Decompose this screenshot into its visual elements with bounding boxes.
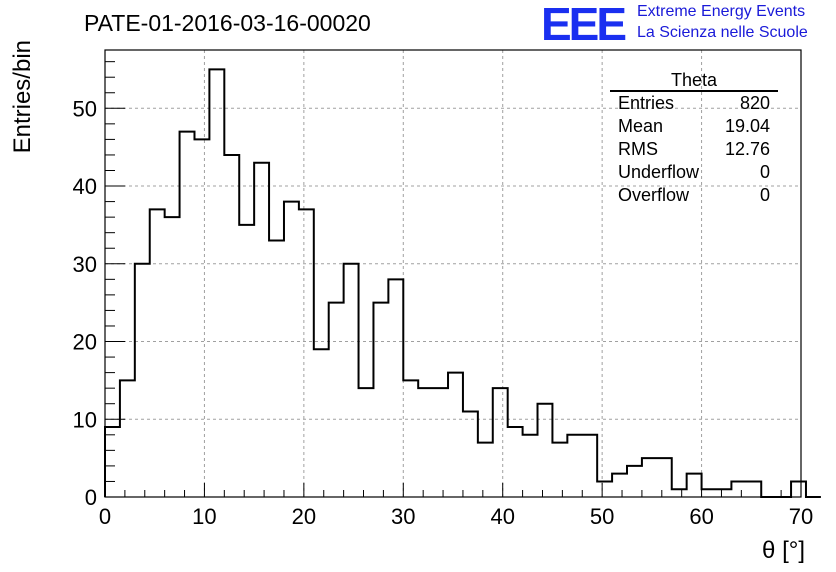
y-tick-label: 50 [73,96,97,121]
y-tick-label: 10 [73,407,97,432]
stats-label: Underflow [618,162,700,182]
y-tick-label: 40 [73,174,97,199]
stats-label: Entries [618,93,675,113]
stats-row: Entries 820 [610,92,778,115]
logo-caption-1: Extreme Energy Events [637,3,806,20]
stats-label: Overflow [618,185,690,205]
x-tick-label: 20 [292,504,316,529]
x-tick-labels: 0 10 20 30 40 50 60 70 [99,504,813,529]
x-tick-label: 60 [689,504,713,529]
stats-title: Theta [610,70,778,92]
stats-label: Mean [618,116,664,136]
stats-row: Mean 19.04 [610,115,778,138]
histogram-outline [104,68,821,498]
stats-value: 19.04 [724,116,770,136]
stats-value: 0 [759,162,770,182]
x-tick-label: 0 [99,504,111,529]
logo-caption-2: La Scienza nelle Scuole [637,24,808,41]
stats-label: RMS [618,139,658,159]
y-tick-label: 20 [73,330,97,355]
x-tick-label: 70 [789,504,813,529]
stats-value: 820 [739,93,770,113]
stats-value: 12.76 [724,139,770,159]
x-tick-label: 40 [490,504,514,529]
y-axis-label: Entries/bin [9,40,36,153]
stats-box: Theta Entries 820 Mean 19.04 RMS 12.76 Unde… [610,70,778,207]
y-tick-label: 30 [73,252,97,277]
stats-row: Underflow 0 [610,161,778,184]
x-axis-label: θ [°] [762,537,805,564]
x-tick-label: 10 [192,504,216,529]
y-tick-label: 0 [85,485,97,510]
y-tick-labels: 0 10 20 30 40 50 [73,96,97,510]
stats-value: 0 [759,185,770,205]
plot-frame [104,49,802,498]
stats-row: RMS 12.76 [610,138,778,161]
stats-row: Overflow 0 [610,184,778,207]
axis-ticks [104,61,802,498]
x-tick-label: 30 [391,504,415,529]
chart-title: PATE-01-2016-03-16-00020 [84,10,371,36]
eee-logo: EEE [541,0,627,50]
grid-lines [105,50,801,497]
x-tick-label: 50 [590,504,614,529]
